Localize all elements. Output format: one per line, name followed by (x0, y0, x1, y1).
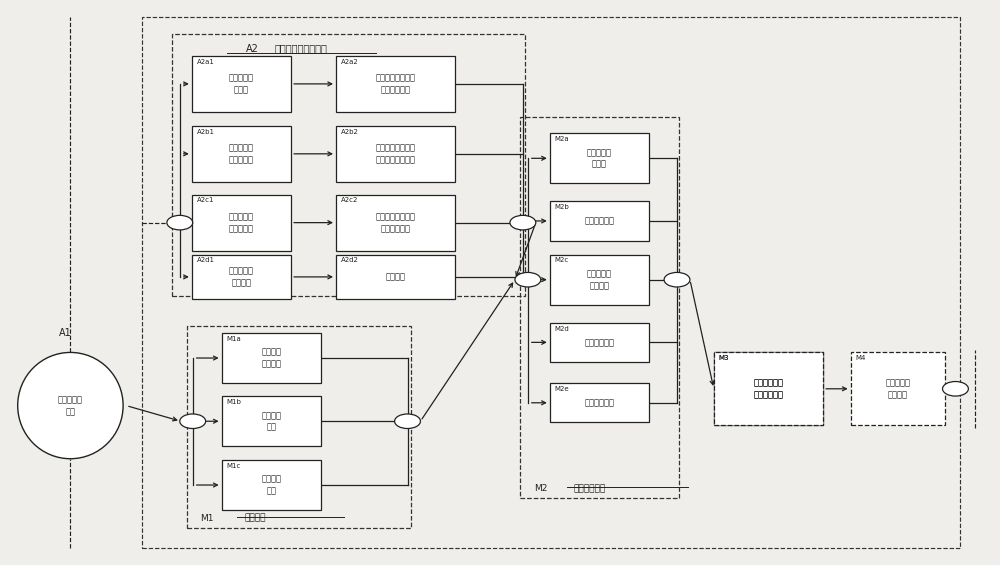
Bar (520, 118, 679, 498)
Bar (550, 383, 649, 423)
Text: A2a1: A2a1 (197, 59, 215, 65)
Bar (192, 195, 291, 251)
Text: 地面应用系
统接口定义: 地面应用系 统接口定义 (229, 144, 254, 164)
Text: 机械接口（结构和
机构分系统）: 机械接口（结构和 机构分系统） (376, 73, 416, 94)
Text: A2b1: A2b1 (197, 129, 215, 134)
Text: M1c: M1c (227, 463, 241, 468)
Text: M1: M1 (200, 514, 213, 523)
Text: M3: M3 (719, 355, 729, 361)
Circle shape (167, 215, 193, 230)
Bar (714, 353, 823, 425)
Bar (142, 17, 960, 548)
Bar (336, 56, 455, 112)
Text: 轨道参数: 轨道参数 (386, 272, 406, 281)
Circle shape (943, 381, 968, 396)
Bar (172, 33, 525, 297)
Text: A2c2: A2c2 (341, 197, 358, 203)
Bar (550, 201, 649, 241)
Text: 转移轨道设计: 转移轨道设计 (584, 216, 614, 225)
Text: A2a2: A2a2 (341, 59, 359, 65)
Circle shape (510, 215, 536, 230)
Text: 轨道选择
分析: 轨道选择 分析 (261, 475, 281, 496)
Text: M1a: M1a (227, 336, 241, 342)
Text: M2b: M2b (555, 204, 569, 210)
Text: 大系统初步接口协调: 大系统初步接口协调 (275, 44, 328, 54)
Bar (192, 126, 291, 182)
Ellipse shape (18, 353, 123, 459)
Text: M4: M4 (856, 355, 866, 361)
Bar (550, 323, 649, 362)
Text: M1b: M1b (227, 399, 241, 405)
Text: 轨道控制分析: 轨道控制分析 (584, 398, 614, 407)
Text: 运载系统接
口定义: 运载系统接 口定义 (229, 73, 254, 94)
Bar (336, 126, 455, 182)
Text: A2b2: A2b2 (341, 129, 359, 134)
Circle shape (515, 272, 541, 287)
Text: A1: A1 (59, 328, 72, 338)
Text: 地面站测控
覆盖分析: 地面站测控 覆盖分析 (587, 270, 612, 290)
Bar (336, 254, 455, 299)
Text: 平台选择
分析: 平台选择 分析 (261, 411, 281, 432)
Text: A2d2: A2d2 (341, 257, 359, 263)
Text: M2c: M2c (555, 257, 569, 263)
Circle shape (180, 414, 206, 428)
Text: 发射窗口计
算分析: 发射窗口计 算分析 (587, 148, 612, 168)
Bar (222, 333, 321, 383)
Text: 总体可行性
方案评审: 总体可行性 方案评审 (885, 379, 910, 399)
Bar (222, 396, 321, 446)
Text: 有效载荷
配置分析: 有效载荷 配置分析 (261, 348, 281, 368)
Circle shape (664, 272, 690, 287)
Text: A2c1: A2c1 (197, 197, 214, 203)
Circle shape (395, 414, 420, 428)
Text: 研制总要求
下达: 研制总要求 下达 (58, 395, 83, 416)
Text: 测控接口（测控、
星务分系统）: 测控接口（测控、 星务分系统） (376, 212, 416, 233)
Text: M2: M2 (534, 484, 547, 493)
Text: M2a: M2a (555, 136, 569, 142)
Text: 卫星轨道设计: 卫星轨道设计 (574, 484, 606, 493)
Bar (851, 353, 945, 425)
Text: 射频接口（有效载
荷、数传分系统）: 射频接口（有效载 荷、数传分系统） (376, 144, 416, 164)
Text: M3: M3 (719, 355, 729, 361)
Text: A2: A2 (246, 44, 259, 54)
Text: 任务分析: 任务分析 (244, 514, 266, 523)
Bar (550, 133, 649, 184)
Bar (192, 56, 291, 112)
Bar (550, 254, 649, 305)
Bar (187, 326, 411, 528)
Text: 空间环境条件
及适应性分析: 空间环境条件 及适应性分析 (754, 379, 784, 399)
Text: A2d1: A2d1 (197, 257, 215, 263)
Text: 空间环境条件
及适应性分析: 空间环境条件 及适应性分析 (754, 379, 784, 399)
Bar (222, 460, 321, 510)
Bar (192, 254, 291, 299)
Text: M2e: M2e (555, 386, 569, 392)
Text: 飞控事件序列: 飞控事件序列 (584, 338, 614, 347)
Text: 地面测控系
统接口定义: 地面测控系 统接口定义 (229, 212, 254, 233)
Text: M2d: M2d (555, 325, 569, 332)
Text: 发射场系统
接口定义: 发射场系统 接口定义 (229, 267, 254, 287)
Bar (714, 353, 823, 425)
Bar (336, 195, 455, 251)
